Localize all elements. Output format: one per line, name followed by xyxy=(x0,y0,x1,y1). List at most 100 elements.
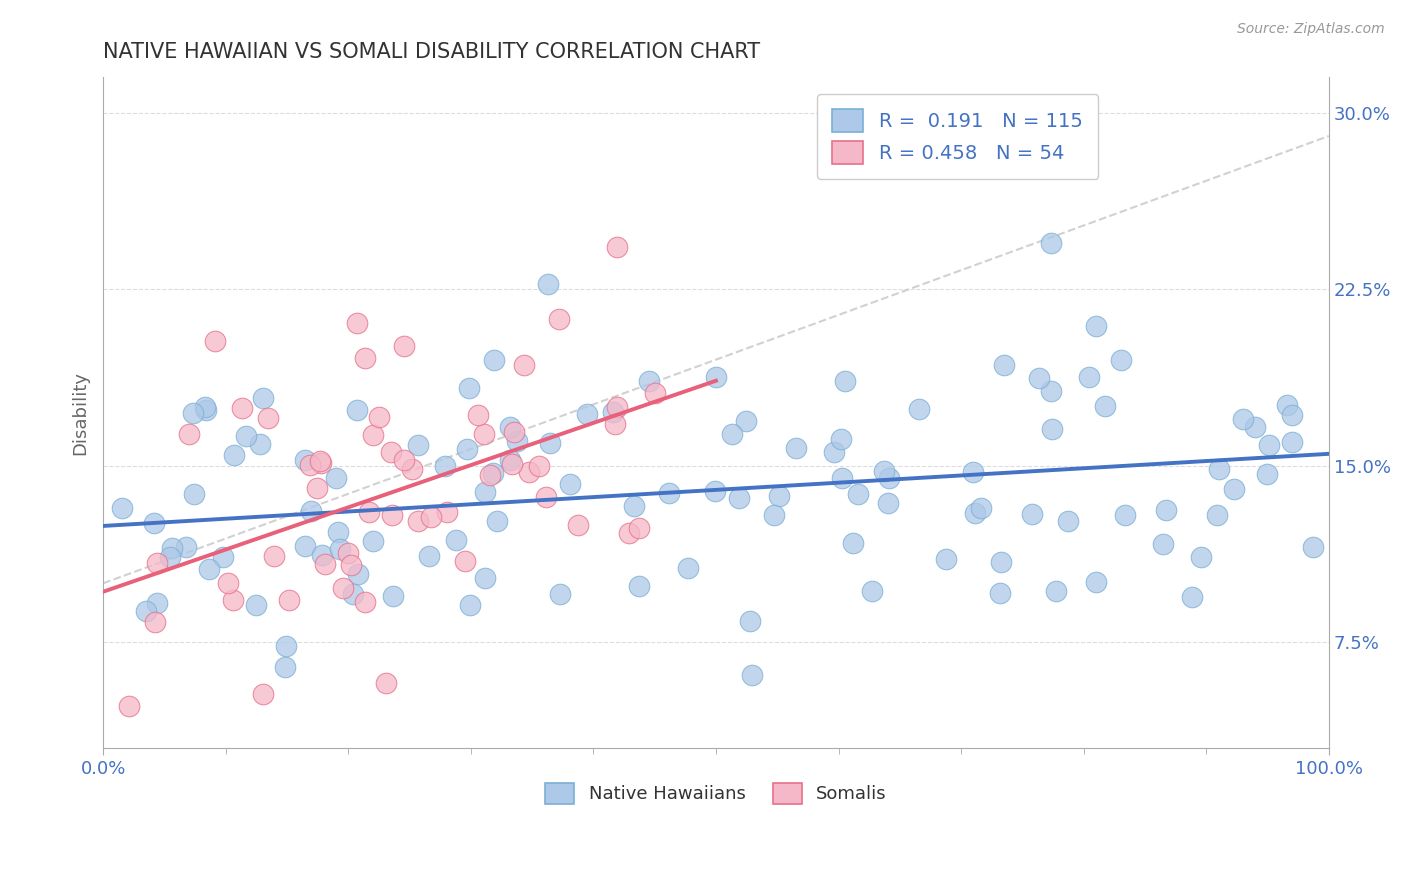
Point xyxy=(474,572,496,586)
Point xyxy=(346,316,368,330)
Point xyxy=(738,614,761,628)
Point xyxy=(481,466,503,480)
Point xyxy=(245,598,267,612)
Point xyxy=(474,426,496,441)
Point xyxy=(146,596,169,610)
Point xyxy=(506,434,529,449)
Point xyxy=(256,411,278,425)
Point xyxy=(454,554,477,568)
Point xyxy=(1040,384,1063,399)
Point xyxy=(353,594,375,608)
Point xyxy=(735,414,758,428)
Point xyxy=(1042,422,1064,436)
Point xyxy=(346,567,368,582)
Point xyxy=(380,445,402,459)
Point xyxy=(529,459,551,474)
Point xyxy=(534,490,557,504)
Point xyxy=(392,453,415,467)
Point xyxy=(1244,419,1267,434)
Point xyxy=(1232,412,1254,426)
Point xyxy=(678,561,700,575)
Point xyxy=(118,699,141,714)
Point xyxy=(962,465,984,479)
Point xyxy=(111,500,134,515)
Point xyxy=(294,539,316,553)
Point xyxy=(252,391,274,405)
Point xyxy=(135,604,157,618)
Point xyxy=(1258,438,1281,452)
Point xyxy=(721,426,744,441)
Point xyxy=(326,524,349,539)
Point xyxy=(325,471,347,485)
Point xyxy=(309,456,332,470)
Point xyxy=(457,381,479,395)
Point xyxy=(830,432,852,446)
Point xyxy=(160,541,183,555)
Point xyxy=(299,503,322,517)
Point xyxy=(499,419,522,434)
Point xyxy=(276,640,298,654)
Point xyxy=(235,429,257,443)
Point xyxy=(263,549,285,563)
Point xyxy=(406,514,429,528)
Point xyxy=(988,585,1011,599)
Point xyxy=(1281,408,1303,422)
Point xyxy=(141,776,163,790)
Point xyxy=(217,575,239,590)
Point xyxy=(342,587,364,601)
Legend: Native Hawaiians, Somalis: Native Hawaiians, Somalis xyxy=(536,774,896,813)
Point xyxy=(183,487,205,501)
Point xyxy=(1275,398,1298,412)
Point xyxy=(458,599,481,613)
Point xyxy=(146,556,169,570)
Point xyxy=(194,401,217,415)
Point xyxy=(1208,461,1230,475)
Point xyxy=(741,668,763,682)
Point xyxy=(375,675,398,690)
Point xyxy=(361,534,384,549)
Point xyxy=(1109,353,1132,368)
Point xyxy=(299,458,322,473)
Point xyxy=(575,407,598,421)
Point xyxy=(499,453,522,467)
Point xyxy=(339,558,361,572)
Point xyxy=(357,505,380,519)
Point xyxy=(456,442,478,456)
Point xyxy=(935,552,957,566)
Point xyxy=(503,425,526,439)
Point xyxy=(1077,370,1099,384)
Point xyxy=(993,358,1015,372)
Point xyxy=(211,549,233,564)
Point xyxy=(908,401,931,416)
Point xyxy=(644,386,666,401)
Point xyxy=(628,579,651,593)
Point xyxy=(703,484,725,499)
Point xyxy=(194,402,217,417)
Point xyxy=(329,542,352,557)
Text: Source: ZipAtlas.com: Source: ZipAtlas.com xyxy=(1237,22,1385,37)
Point xyxy=(332,581,354,595)
Point xyxy=(1045,583,1067,598)
Point xyxy=(970,500,993,515)
Point xyxy=(602,405,624,419)
Point xyxy=(990,555,1012,569)
Point xyxy=(846,487,869,501)
Point xyxy=(446,533,468,548)
Point xyxy=(547,312,569,326)
Point xyxy=(252,687,274,701)
Point xyxy=(277,593,299,607)
Point xyxy=(606,240,628,254)
Point xyxy=(1021,508,1043,522)
Point xyxy=(768,489,790,503)
Point xyxy=(222,448,245,462)
Point xyxy=(537,277,560,292)
Point xyxy=(617,525,640,540)
Point xyxy=(1205,508,1227,523)
Point xyxy=(367,410,389,425)
Point xyxy=(143,615,166,629)
Point xyxy=(517,465,540,479)
Point xyxy=(354,351,377,366)
Point xyxy=(382,589,405,603)
Text: NATIVE HAWAIIAN VS SOMALI DISABILITY CORRELATION CHART: NATIVE HAWAIIAN VS SOMALI DISABILITY COR… xyxy=(103,42,761,62)
Point xyxy=(401,462,423,476)
